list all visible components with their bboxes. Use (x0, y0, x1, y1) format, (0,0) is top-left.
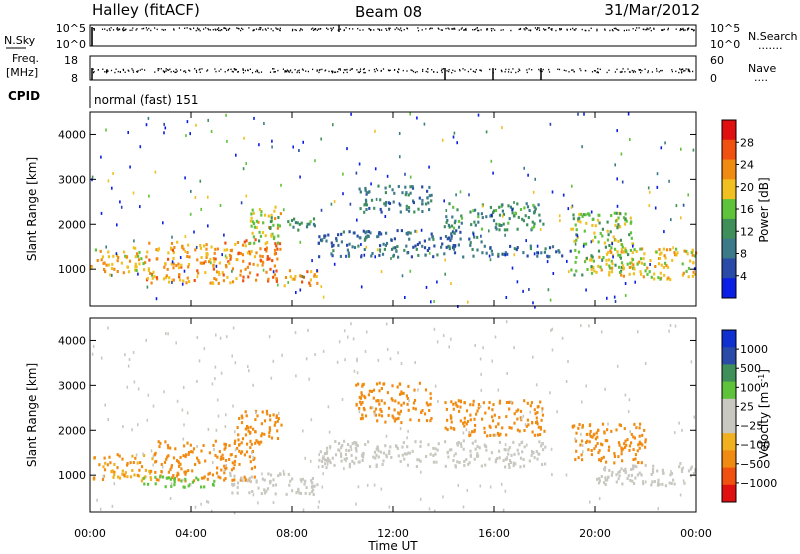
cpid-label: CPID (8, 89, 40, 103)
y-tick-label: 4000 (58, 128, 86, 141)
nave-dots: ···· (754, 74, 768, 87)
colorbar-tick-label: 1000 (740, 343, 768, 356)
station-title: Halley (fitACF) (92, 1, 200, 19)
power-data (90, 112, 698, 309)
colorbar-tick-label: −500 (740, 458, 770, 471)
colorbar-tick-label: 4 (740, 270, 747, 283)
x-tick-label: 20:00 (579, 527, 611, 540)
colorbar-tick-label: 500 (740, 362, 761, 375)
colorbar-tick-label: −1000 (740, 477, 777, 490)
date-title: 31/Mar/2012 (604, 1, 700, 19)
x-tick-label: 04:00 (175, 527, 207, 540)
colorbar-tick-label: 24 (740, 159, 754, 172)
nave-tick-top: 60 (710, 54, 724, 67)
y-tick-label: 1000 (58, 469, 86, 482)
power-panel (89, 111, 697, 307)
velocity-ylabel: Slant Range [km] (25, 363, 39, 467)
freq-label-1: Freq. (12, 52, 39, 65)
x-tick-label: 08:00 (276, 527, 308, 540)
colorbar-tick-label: 16 (740, 203, 754, 216)
nsearch-dots: ······· (758, 42, 782, 55)
beam-title: Beam 08 (355, 3, 422, 21)
colorbar-tick-label: 28 (740, 136, 754, 149)
nsky-label: N.Sky (4, 34, 36, 47)
colorbar-tick-label: 12 (740, 225, 754, 238)
nave-tick-bottom: 0 (710, 72, 717, 85)
y-tick-label: 2000 (58, 424, 86, 437)
colorbar-tick-label: 8 (740, 248, 747, 261)
freq-trace (91, 68, 694, 80)
x-tick-label: 12:00 (377, 527, 409, 540)
y-tick-label: 1000 (58, 263, 86, 276)
freq-tick-top: 18 (64, 54, 78, 67)
nave-label: Nave (748, 62, 776, 75)
freq-panel (89, 55, 697, 81)
x-tick-label: 00:00 (680, 527, 712, 540)
nsearch-tick-bottom: 10^0 (710, 38, 740, 51)
colorbar-tick-label: −25 (740, 420, 763, 433)
nsky-trace (91, 25, 695, 46)
colorbar-tick-label: −100 (740, 439, 770, 452)
x-axis-label: Time UT (367, 539, 418, 553)
x-tick-label: 00:00 (74, 527, 106, 540)
freq-label-2: [MHz] (6, 66, 38, 79)
freq-tick-bottom: 8 (71, 72, 78, 85)
nsky-panel (89, 24, 697, 47)
velocity-colorbar: 1000 500 100 25 −25 −100 −500 −1000 (721, 329, 777, 503)
power-ylabel: Slant Range [km] (25, 157, 39, 261)
x-tick-label: 16:00 (478, 527, 510, 540)
power-colorbar-label: Power [dB] (757, 177, 771, 242)
velocity-colorbar-label: Velocity [m s-1] (757, 369, 771, 459)
colorbar-tick-label: 25 (740, 400, 754, 413)
nsky-tick-top: 10^5 (56, 22, 86, 35)
velocity-data (91, 320, 697, 515)
cpid-text: normal (fast) 151 (94, 93, 198, 107)
colorbar-tick-label: 20 (740, 181, 754, 194)
nsearch-label: N.Search (748, 30, 798, 43)
y-tick-label: 2000 (58, 218, 86, 231)
y-tick-label: 3000 (58, 173, 86, 186)
y-tick-label: 4000 (58, 334, 86, 347)
power-colorbar: 28 24 20 16 12 8 4 (721, 119, 754, 299)
nsky-tick-bottom: 10^0 (56, 38, 86, 51)
nsearch-tick-top: 10^5 (710, 22, 740, 35)
colorbar-tick-label: 100 (740, 381, 761, 394)
y-tick-label: 3000 (58, 379, 86, 392)
